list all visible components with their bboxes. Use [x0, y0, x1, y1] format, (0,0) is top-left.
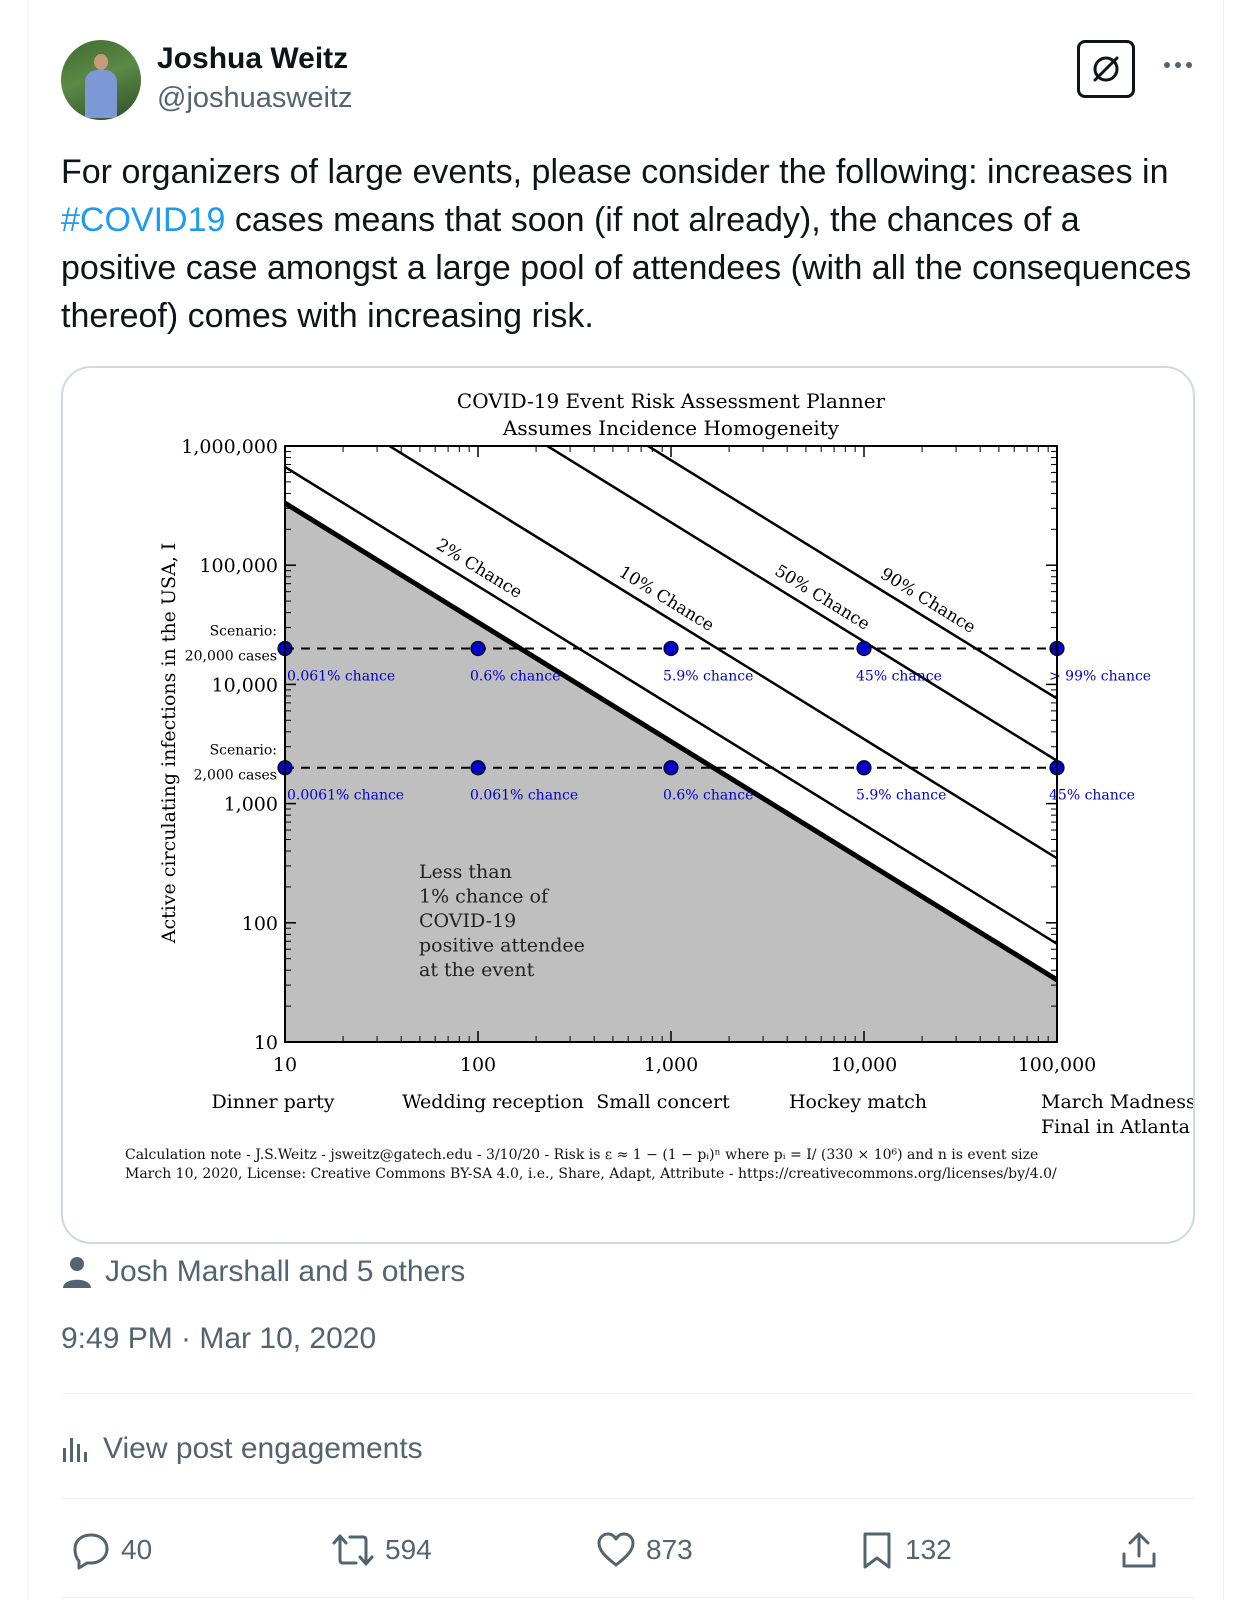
heart-icon	[597, 1532, 635, 1567]
event-label: Small concert	[596, 1091, 730, 1113]
y-tick-label: 1,000,000	[181, 436, 278, 458]
region-annotation-line: at the event	[419, 959, 535, 981]
divider	[61, 1498, 1195, 1499]
scenario-point-1-2	[663, 760, 679, 776]
action-bar: 40 594 873 132	[61, 1524, 1195, 1576]
timeline-border-right	[1223, 0, 1224, 1600]
chance-label-1-3: 5.9% chance	[856, 788, 946, 804]
series-label-2: 10% Chance	[615, 562, 717, 636]
grok-button[interactable]	[1077, 40, 1135, 98]
x-tick-label: 100,000	[1018, 1054, 1097, 1076]
chance-label-0-1: 0.6% chance	[470, 669, 560, 685]
y-tick-label: 100,000	[199, 555, 278, 577]
chance-label-0-2: 5.9% chance	[663, 669, 753, 685]
divider	[61, 1597, 1195, 1598]
reply-count: 40	[121, 1534, 153, 1565]
event-label: Hockey match	[789, 1091, 927, 1113]
share-icon	[1122, 1532, 1156, 1568]
avatar-head	[94, 54, 108, 70]
y-tick-label: 100	[242, 913, 278, 935]
region-annotation-line: Less than	[419, 861, 512, 883]
risk-chart: 2% Chance 10% Chance 50% Chance 90% Chance S…	[125, 389, 1193, 1182]
event-label-line2: Final in Atlanta	[1041, 1116, 1190, 1138]
y-axis-label: Active circulating infections in the USA…	[158, 543, 180, 945]
post-text: For organizers of large events, please c…	[61, 148, 1201, 340]
social-context-text: Josh Marshall and 5 others	[105, 1255, 466, 1288]
x-tick-label: 10,000	[831, 1054, 897, 1076]
chance-label-0-3: 45% chance	[856, 669, 942, 685]
scenario-point-0-3	[856, 640, 872, 657]
view-engagements-label: View post engagements	[103, 1432, 423, 1465]
author-name[interactable]: Joshua Weitz	[157, 42, 349, 75]
scenario-label-1: Scenario:	[210, 743, 277, 759]
footnote-license: March 10, 2020, License: Creative Common…	[125, 1166, 1057, 1182]
bar-chart-icon	[63, 1438, 87, 1462]
like-count: 873	[646, 1534, 693, 1565]
person-icon	[63, 1257, 91, 1288]
chance-label-0-4: > 99% chance	[1049, 669, 1151, 685]
view-engagements-link[interactable]: View post engagements	[61, 1428, 423, 1470]
y-tick-label: 10	[254, 1032, 278, 1054]
chance-label-1-1: 0.061% chance	[470, 788, 578, 804]
bookmark-count: 132	[905, 1534, 952, 1565]
series-label-1: 2% Chance	[433, 535, 526, 603]
y-tick-label: 1,000	[224, 794, 278, 816]
like-button[interactable]: 873	[596, 1524, 693, 1576]
hashtag-link[interactable]: #COVID19	[61, 201, 226, 239]
chance-label-1-2: 0.6% chance	[663, 788, 753, 804]
repost-button[interactable]: 594	[331, 1524, 432, 1576]
event-label: Wedding reception	[402, 1091, 584, 1113]
timeline-border-left	[28, 0, 29, 1600]
x-tick-label: 10	[273, 1054, 297, 1076]
region-annotation-line: 1% chance of	[419, 886, 550, 908]
avatar[interactable]	[61, 40, 141, 120]
scenario-point-1-1	[470, 760, 486, 776]
divider	[61, 1393, 1195, 1394]
bookmark-button[interactable]: 132	[859, 1524, 952, 1576]
social-context[interactable]: Josh Marshall and 5 others	[61, 1252, 465, 1292]
reply-icon	[73, 1533, 109, 1570]
timestamp[interactable]: 9:49 PM · Mar 10, 2020	[61, 1322, 377, 1355]
scenario-cases-0: 20,000 cases	[185, 649, 277, 665]
risk-line-0	[285, 501, 1057, 983]
share-button[interactable]	[1119, 1524, 1159, 1576]
bookmark-icon	[863, 1532, 891, 1569]
y-tick-label: 10,000	[212, 674, 278, 696]
x-tick-label: 100	[460, 1054, 496, 1076]
chance-label-1-0: 0.0061% chance	[287, 788, 404, 804]
avatar-torso	[85, 70, 117, 118]
reply-button[interactable]: 40	[71, 1524, 152, 1576]
grok-icon	[1093, 56, 1119, 82]
region-annotation-line: positive attendee	[419, 935, 585, 957]
scenario-cases-1: 2,000 cases	[194, 768, 277, 784]
post-text-after: cases means that soon (if not already), …	[61, 201, 1192, 335]
more-icon[interactable]	[1160, 50, 1196, 80]
repost-count: 594	[385, 1534, 432, 1565]
repost-icon	[332, 1534, 374, 1566]
event-label: Dinner party	[211, 1091, 334, 1113]
post-image[interactable]: 2% Chance 10% Chance 50% Chance 90% Chance S…	[61, 366, 1195, 1244]
post-text-before: For organizers of large events, please c…	[61, 153, 1169, 191]
risk-line-2	[387, 446, 1057, 860]
risk-line-1	[285, 465, 1057, 945]
series-label-3: 50% Chance	[771, 561, 873, 635]
footnote-calculation: Calculation note - J.S.Weitz - jsweitz@g…	[125, 1147, 1038, 1163]
author-handle[interactable]: @joshuasweitz	[157, 82, 353, 114]
scenario-label-0: Scenario:	[210, 624, 277, 640]
x-tick-label: 1,000	[644, 1054, 698, 1076]
scenario-point-1-3	[856, 760, 872, 776]
region-annotation-line: COVID-19	[419, 910, 516, 932]
chance-label-0-0: 0.061% chance	[287, 669, 395, 685]
scenario-point-0-2	[663, 640, 679, 657]
chart-subtitle: Assumes Incidence Homogeneity	[502, 416, 840, 440]
chance-label-1-4: 45% chance	[1049, 788, 1135, 804]
series-label-4: 90% Chance	[877, 564, 979, 638]
risk-line-3	[544, 446, 1057, 762]
chart-title: COVID-19 Event Risk Assessment Planner	[457, 389, 886, 413]
scenario-point-0-1	[470, 640, 486, 657]
event-label: March Madness	[1041, 1091, 1193, 1113]
risk-line-4	[645, 446, 1057, 700]
